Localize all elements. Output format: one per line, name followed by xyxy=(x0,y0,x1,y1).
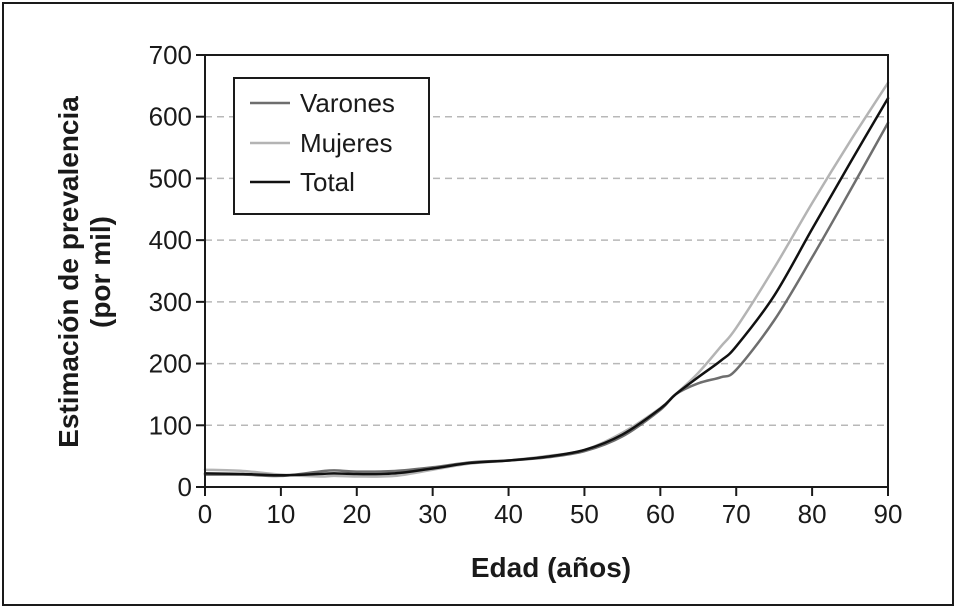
legend-label-mujeres: Mujeres xyxy=(300,128,392,158)
x-tick-label-20: 20 xyxy=(342,499,371,529)
x-axis-title: Edad (años) xyxy=(471,552,631,583)
legend: Varones Mujeres Total xyxy=(233,77,430,215)
x-tick-label-60: 60 xyxy=(646,499,675,529)
legend-label-total: Total xyxy=(300,167,355,197)
y-tick-label-500: 500 xyxy=(149,163,192,193)
plot-area-border xyxy=(204,54,889,488)
x-tick-label-0: 0 xyxy=(198,499,212,529)
x-tick-label-70: 70 xyxy=(722,499,751,529)
y-axis-title-line2: (por mil) xyxy=(85,216,116,328)
x-tick-label-50: 50 xyxy=(570,499,599,529)
x-tick-label-90: 90 xyxy=(874,499,903,529)
legend-label-varones: Varones xyxy=(300,88,395,118)
y-tick-label-100: 100 xyxy=(149,410,192,440)
x-tick-label-30: 30 xyxy=(418,499,447,529)
y-tick-label-400: 400 xyxy=(149,225,192,255)
y-tick-label-200: 200 xyxy=(149,349,192,379)
series-line-total xyxy=(203,96,890,477)
x-tick-label-10: 10 xyxy=(266,499,295,529)
axis-ticks: 0 100 200 300 400 500 600 700 0 10 20 30 40 50 60 70 80 9… xyxy=(149,40,903,529)
series-lines xyxy=(203,81,890,478)
x-tick-label-80: 80 xyxy=(798,499,827,529)
y-axis-title-line1: Estimación de prevalencia xyxy=(53,96,84,448)
y-tick-label-300: 300 xyxy=(149,287,192,317)
x-tick-label-40: 40 xyxy=(494,499,523,529)
legend-box xyxy=(233,77,430,215)
y-tick-label-700: 700 xyxy=(149,40,192,70)
y-tick-label-600: 600 xyxy=(149,102,192,132)
y-tick-label-0: 0 xyxy=(178,472,192,502)
